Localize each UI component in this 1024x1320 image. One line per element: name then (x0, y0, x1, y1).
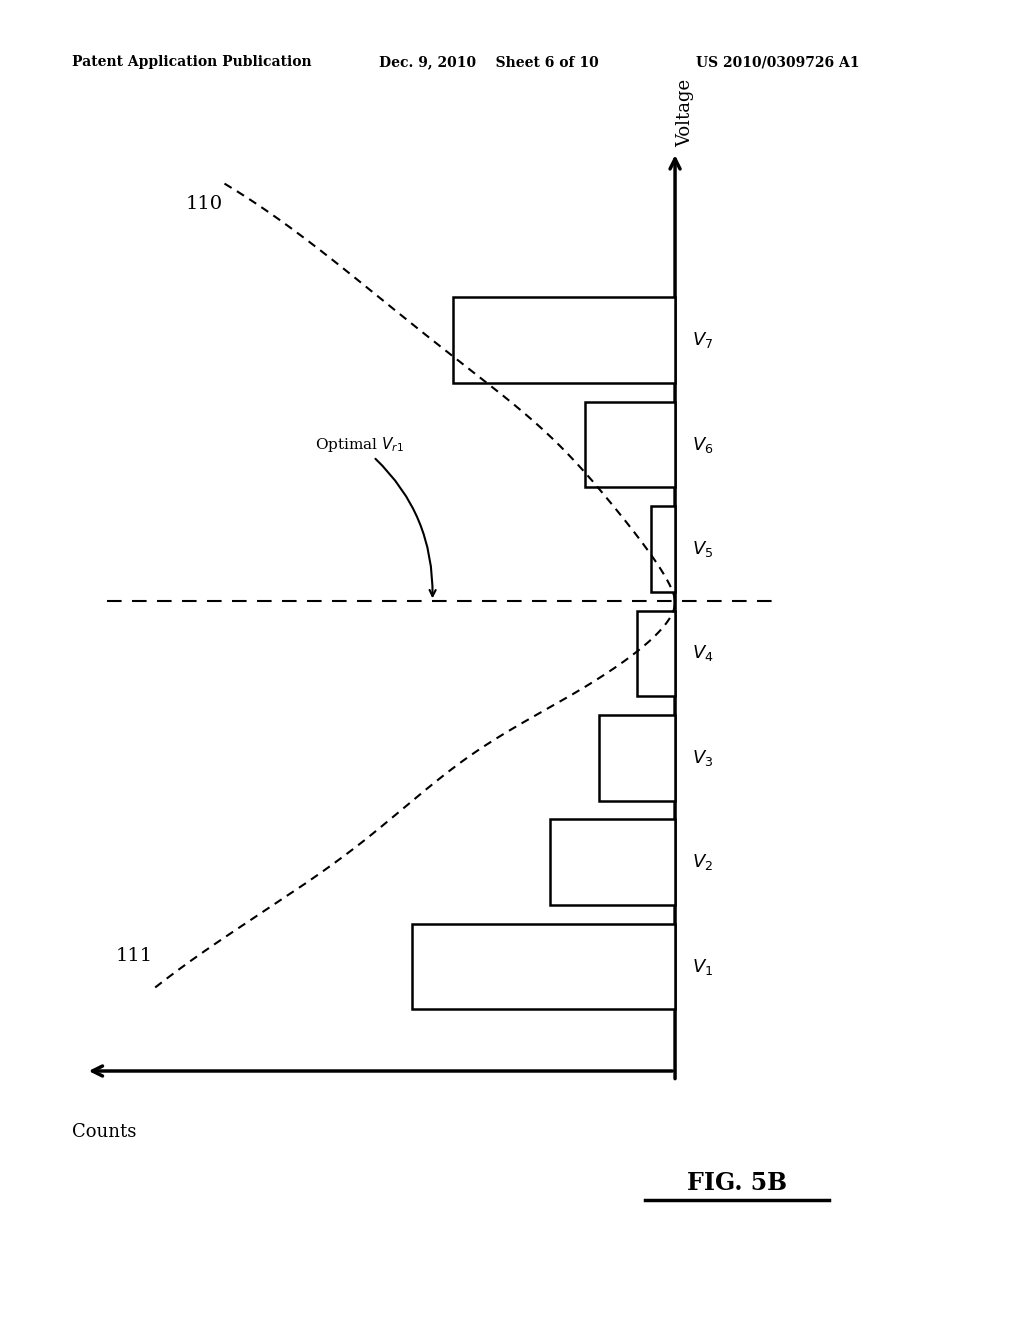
Text: Optimal $V_{r1}$: Optimal $V_{r1}$ (314, 436, 435, 597)
Bar (637, 611, 675, 696)
Text: $V_7$: $V_7$ (692, 330, 714, 350)
Bar (599, 715, 675, 801)
Text: $V_1$: $V_1$ (692, 957, 714, 977)
Text: $V_4$: $V_4$ (692, 643, 714, 664)
Text: Counts: Counts (72, 1123, 136, 1142)
Bar (412, 924, 675, 1010)
Bar (651, 506, 675, 591)
Text: $V_6$: $V_6$ (692, 434, 714, 454)
Text: Voltage: Voltage (677, 79, 694, 147)
Text: $V_2$: $V_2$ (692, 853, 714, 873)
Bar (454, 297, 675, 383)
Text: US 2010/0309726 A1: US 2010/0309726 A1 (696, 55, 860, 70)
Text: $V_3$: $V_3$ (692, 748, 714, 768)
Text: Patent Application Publication: Patent Application Publication (72, 55, 311, 70)
Text: 111: 111 (116, 948, 153, 965)
Bar (550, 820, 675, 906)
Text: 110: 110 (185, 195, 222, 214)
Text: $V_5$: $V_5$ (692, 539, 714, 558)
Bar (585, 401, 675, 487)
Text: FIG. 5B: FIG. 5B (687, 1171, 787, 1195)
Text: Dec. 9, 2010    Sheet 6 of 10: Dec. 9, 2010 Sheet 6 of 10 (379, 55, 599, 70)
